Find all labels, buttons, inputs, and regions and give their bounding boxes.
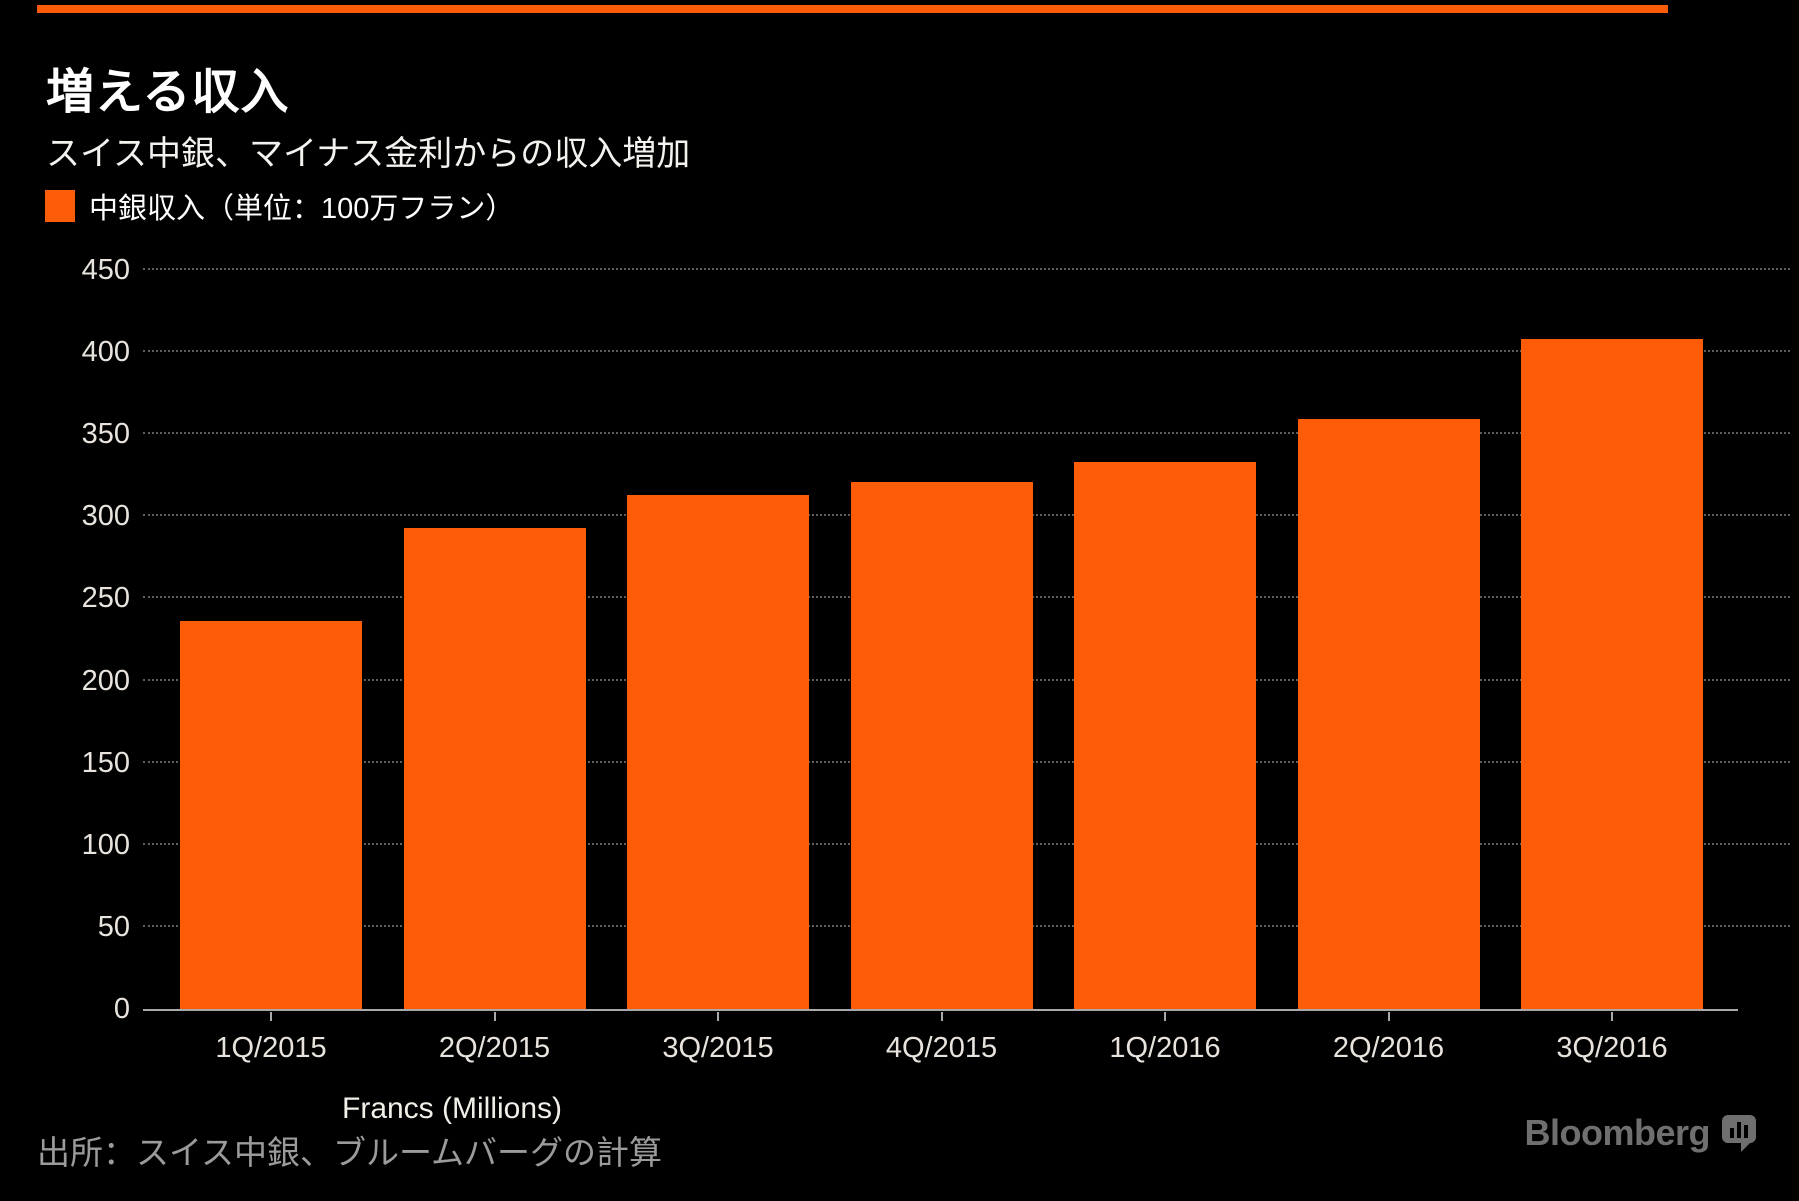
x-axis-title: Francs (Millions): [342, 1092, 563, 1125]
y-tick-label: 0: [113, 993, 130, 1025]
y-tick-label: 100: [81, 828, 130, 861]
bar-1Q/2016: [1074, 462, 1256, 1009]
bar-4Q/2015: [850, 481, 1033, 1009]
x-tick-label: 3Q/2016: [1556, 1032, 1668, 1064]
bar-slot-1Q/2015: 1Q/2015: [180, 270, 362, 1064]
y-tick-label: 50: [97, 910, 130, 943]
y-tick-label: 250: [81, 582, 130, 615]
legend-label: 中銀収入（単位：100万フラン）: [89, 193, 515, 225]
bar-slot-3Q/2015: 3Q/2015: [627, 270, 809, 1064]
x-tick: [940, 1012, 943, 1021]
x-tick-label: 2Q/2016: [1332, 1032, 1445, 1064]
bar-slot-3Q/2016: 3Q/2016: [1521, 270, 1703, 1064]
top-accent-bar: [37, 5, 1668, 13]
plot-area: 1Q/2015 2Q/2015 3Q/2015 4Q/2015 1Q/2016 2Q/20…: [143, 268, 1790, 1064]
y-tick-label: 300: [81, 500, 130, 533]
bar-slot-2Q/2015: 2Q/2015: [403, 270, 586, 1064]
y-tick-label: 200: [81, 664, 130, 697]
chart-title: 増える収入: [46, 66, 290, 119]
bar-slot-4Q/2015: 4Q/2015: [850, 270, 1033, 1064]
bar-2Q/2016: [1297, 419, 1480, 1009]
x-tick: [1387, 1012, 1390, 1021]
x-axis-line: [143, 1009, 1738, 1011]
legend-swatch-icon: [45, 190, 75, 222]
x-tick: [1164, 1012, 1166, 1021]
bloomberg-wordmark: Bloomberg: [1524, 1112, 1710, 1153]
gridline-450: [143, 268, 1790, 270]
bar-chart-bubble-icon: [1722, 1115, 1756, 1152]
bar-slot-2Q/2016: 2Q/2016: [1297, 270, 1480, 1064]
chart-subtitle: スイス中銀、マイナス金利からの収入増加: [46, 135, 691, 173]
gridline-400: [143, 350, 1790, 353]
y-tick-label: 400: [81, 336, 130, 369]
x-tick: [717, 1012, 719, 1021]
bar-slot-1Q/2016: 1Q/2016: [1074, 270, 1256, 1064]
x-tick: [270, 1012, 272, 1021]
y-axis-labels: 0 50 100 150 200 250 300 350 400 450: [20, 255, 130, 1024]
x-tick-label: 1Q/2015: [215, 1032, 327, 1064]
bar-2Q/2015: [403, 527, 586, 1009]
x-tick: [493, 1012, 496, 1021]
y-tick-label: 450: [81, 254, 130, 286]
bar-3Q/2015: [627, 495, 809, 1009]
x-tick-label: 1Q/2016: [1109, 1032, 1221, 1064]
x-tick-label: 2Q/2015: [438, 1032, 551, 1064]
bar-series: 1Q/2015 2Q/2015 3Q/2015 4Q/2015 1Q/2016 2Q/20…: [180, 270, 1703, 1064]
x-tick-label: 3Q/2015: [662, 1032, 774, 1064]
x-tick-label: 4Q/2015: [885, 1032, 998, 1064]
legend: 中銀収入（単位：100万フラン）: [45, 185, 514, 227]
bar-1Q/2015: [180, 621, 362, 1009]
gridline-350: [143, 432, 1790, 435]
bloomberg-logo: Bloomberg: [1524, 1112, 1760, 1154]
x-tick: [1611, 1012, 1613, 1021]
source-note: 出所：スイス中銀、ブルームバーグの計算: [37, 1134, 663, 1171]
bar-3Q/2016: [1521, 338, 1703, 1009]
y-tick-label: 150: [81, 746, 130, 779]
y-tick-label: 350: [81, 418, 130, 451]
